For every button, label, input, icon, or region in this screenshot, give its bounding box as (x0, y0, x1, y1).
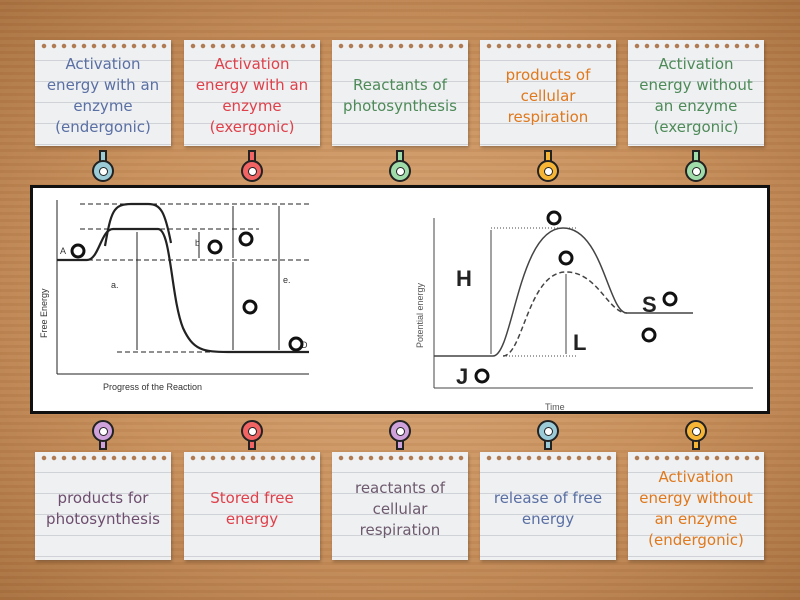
label-S: S (642, 292, 657, 317)
drop-target[interactable] (207, 239, 223, 255)
endergonic-diagram (433, 218, 753, 389)
drop-target[interactable] (662, 291, 678, 307)
x-axis-label-right: Time (545, 402, 565, 411)
label-card[interactable]: Activation energy without an enzyme (end… (628, 452, 764, 560)
label-card-text: reactants of cellular respiration (354, 478, 445, 539)
label-card-text: Stored free energy (210, 489, 294, 528)
label-card[interactable]: products of cellular respiration (480, 40, 616, 146)
label-card-text: Activation energy without an enzyme (end… (639, 468, 753, 549)
label-card-text: Reactants of photosynthesis (343, 76, 457, 115)
label-card-text: products for photosynthesis (46, 489, 160, 528)
drop-target[interactable] (288, 336, 304, 352)
y-axis-label-left: Free Energy (39, 288, 49, 338)
label-b: b (195, 238, 200, 248)
exergonic-diagram (56, 200, 309, 375)
label-card[interactable]: reactants of cellular respiration (332, 452, 468, 560)
drop-target[interactable] (474, 368, 490, 384)
label-card[interactable]: Reactants of photosynthesis (332, 40, 468, 146)
label-card-text: Activation energy without an enzyme (exe… (639, 55, 753, 136)
x-axis-label-left: Progress of the Reaction (103, 382, 202, 392)
label-card[interactable]: Activation energy with an enzyme (enderg… (35, 40, 171, 146)
label-A: A (60, 246, 66, 256)
drop-target[interactable] (558, 250, 574, 266)
label-card[interactable]: Stored free energy (184, 452, 320, 560)
drop-target[interactable] (242, 299, 258, 315)
y-axis-label-right: Potential energy (415, 282, 425, 348)
label-card[interactable]: Activation energy with an enzyme (exergo… (184, 40, 320, 146)
label-H: H (456, 266, 472, 291)
label-L: L (573, 330, 586, 355)
label-e: e. (283, 275, 291, 285)
label-card-text: Activation energy with an enzyme (exergo… (195, 55, 309, 136)
label-J: J (456, 364, 468, 389)
label-card-text: release of free energy (493, 489, 603, 528)
label-card[interactable]: Activation energy without an enzyme (exe… (628, 40, 764, 146)
label-card[interactable]: release of free energy (480, 452, 616, 560)
label-D: D (301, 340, 308, 350)
label-card-text: Activation energy with an enzyme (enderg… (46, 55, 160, 136)
drop-target[interactable] (546, 210, 562, 226)
energy-diagram-image: a. b e. A D Progress of the Reaction Fre… (30, 185, 770, 414)
label-a: a. (111, 280, 119, 290)
drop-target[interactable] (238, 231, 254, 247)
drop-target[interactable] (641, 327, 657, 343)
label-card-text: products of cellular respiration (505, 65, 591, 126)
drop-target[interactable] (70, 243, 86, 259)
label-card[interactable]: products for photosynthesis (35, 452, 171, 560)
